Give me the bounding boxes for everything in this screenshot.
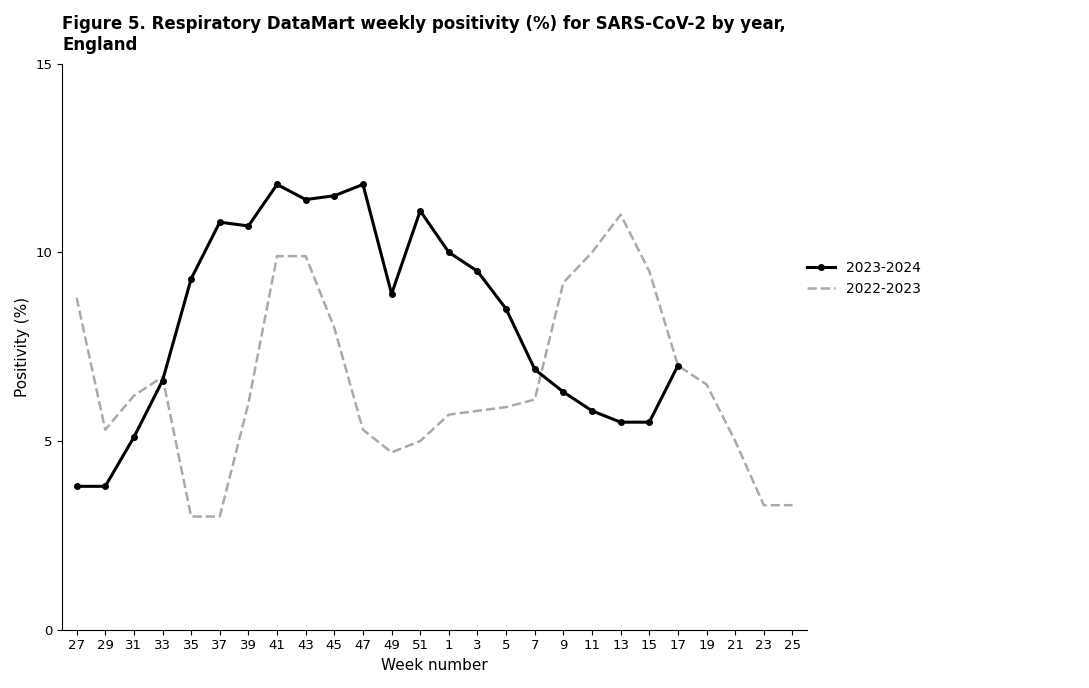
2022-2023: [414, 437, 427, 445]
2022-2023: [70, 294, 83, 302]
2022-2023: [185, 513, 198, 521]
2022-2023: [528, 396, 541, 404]
2023-2024: [442, 248, 455, 257]
2023-2024: [356, 180, 369, 189]
Line: 2023-2024: 2023-2024: [74, 182, 681, 489]
Line: 2022-2023: 2022-2023: [76, 215, 793, 517]
2022-2023: [614, 211, 627, 219]
2022-2023: [757, 501, 770, 509]
Y-axis label: Positivity (%): Positivity (%): [15, 297, 30, 397]
Legend: 2023-2024, 2022-2023: 2023-2024, 2022-2023: [802, 256, 927, 302]
2022-2023: [786, 501, 799, 509]
2022-2023: [500, 403, 513, 411]
2022-2023: [700, 380, 713, 389]
2022-2023: [556, 279, 570, 287]
2022-2023: [729, 437, 742, 445]
2023-2024: [270, 180, 283, 189]
2022-2023: [586, 248, 599, 257]
2023-2024: [528, 365, 541, 374]
2023-2024: [614, 418, 627, 427]
2022-2023: [328, 324, 341, 332]
2023-2024: [500, 305, 513, 313]
2022-2023: [470, 407, 484, 415]
2022-2023: [99, 426, 112, 434]
2023-2024: [70, 482, 83, 491]
2022-2023: [442, 411, 455, 419]
2023-2024: [470, 267, 484, 275]
2023-2024: [185, 275, 198, 283]
Text: Figure 5. Respiratory DataMart weekly positivity (%) for SARS-CoV-2 by year,
Eng: Figure 5. Respiratory DataMart weekly po…: [62, 15, 786, 54]
2023-2024: [556, 388, 570, 396]
2023-2024: [414, 206, 427, 215]
2023-2024: [672, 361, 685, 369]
2023-2024: [643, 418, 656, 427]
2022-2023: [270, 252, 283, 260]
2022-2023: [672, 361, 685, 369]
2022-2023: [386, 449, 399, 457]
2023-2024: [386, 290, 399, 298]
2023-2024: [99, 482, 112, 491]
2023-2024: [328, 192, 341, 200]
2022-2023: [127, 391, 140, 400]
2022-2023: [643, 267, 656, 275]
2023-2024: [127, 433, 140, 442]
2023-2024: [156, 376, 169, 385]
2023-2024: [213, 218, 227, 226]
2022-2023: [156, 373, 169, 381]
2022-2023: [213, 513, 227, 521]
2022-2023: [242, 399, 255, 407]
X-axis label: Week number: Week number: [381, 658, 488, 673]
2022-2023: [356, 426, 369, 434]
2023-2024: [242, 222, 255, 230]
2022-2023: [299, 252, 313, 260]
2023-2024: [586, 407, 599, 415]
2023-2024: [299, 195, 313, 204]
